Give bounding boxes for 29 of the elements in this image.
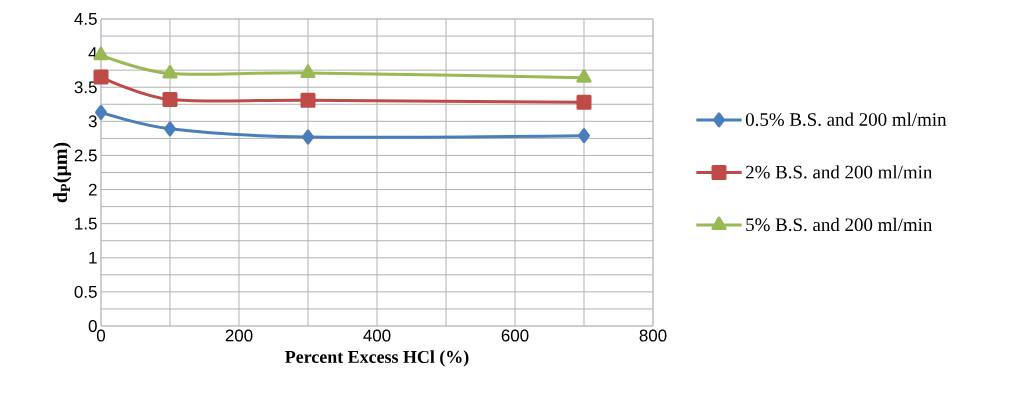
- x-tick-label: 0: [96, 329, 106, 342]
- y-tick-label: 3.5: [74, 81, 97, 94]
- point: [300, 64, 316, 78]
- point: [164, 121, 176, 137]
- point: [162, 92, 178, 107]
- y-axis-title: d$_{P}$(μm): [53, 142, 72, 203]
- x-tick-label: 800: [639, 329, 667, 342]
- y-tick-label: 1: [89, 251, 97, 264]
- point: [578, 128, 590, 144]
- x-tick-label: 200: [225, 329, 253, 342]
- x-tick-label: 400: [363, 329, 391, 342]
- y-tick-label: 1.5: [75, 217, 97, 230]
- point: [95, 104, 107, 120]
- y-tick-label: 2: [88, 183, 97, 196]
- legend-label: 5% B.S. and 200 ml/min: [746, 217, 933, 232]
- y-tick-label: 0: [88, 320, 97, 332]
- point: [302, 129, 314, 145]
- x-axis-title: Percent Excess HCl (%): [285, 350, 469, 367]
- point: [162, 65, 178, 79]
- y-tick-label: 2.5: [74, 149, 97, 162]
- legend-label: 0.5% B.S. and 200 ml/min: [745, 112, 947, 126]
- x-tick-label: 600: [501, 329, 529, 342]
- y-tick-label: 0.5: [74, 285, 97, 298]
- point: [576, 94, 592, 110]
- y-tick-label: 3: [88, 115, 97, 128]
- point: [300, 92, 316, 108]
- y-tick-label: 4.5: [74, 13, 97, 25]
- point: [576, 69, 592, 83]
- legend-label: 2% B.S. and 200 ml/min: [746, 165, 933, 179]
